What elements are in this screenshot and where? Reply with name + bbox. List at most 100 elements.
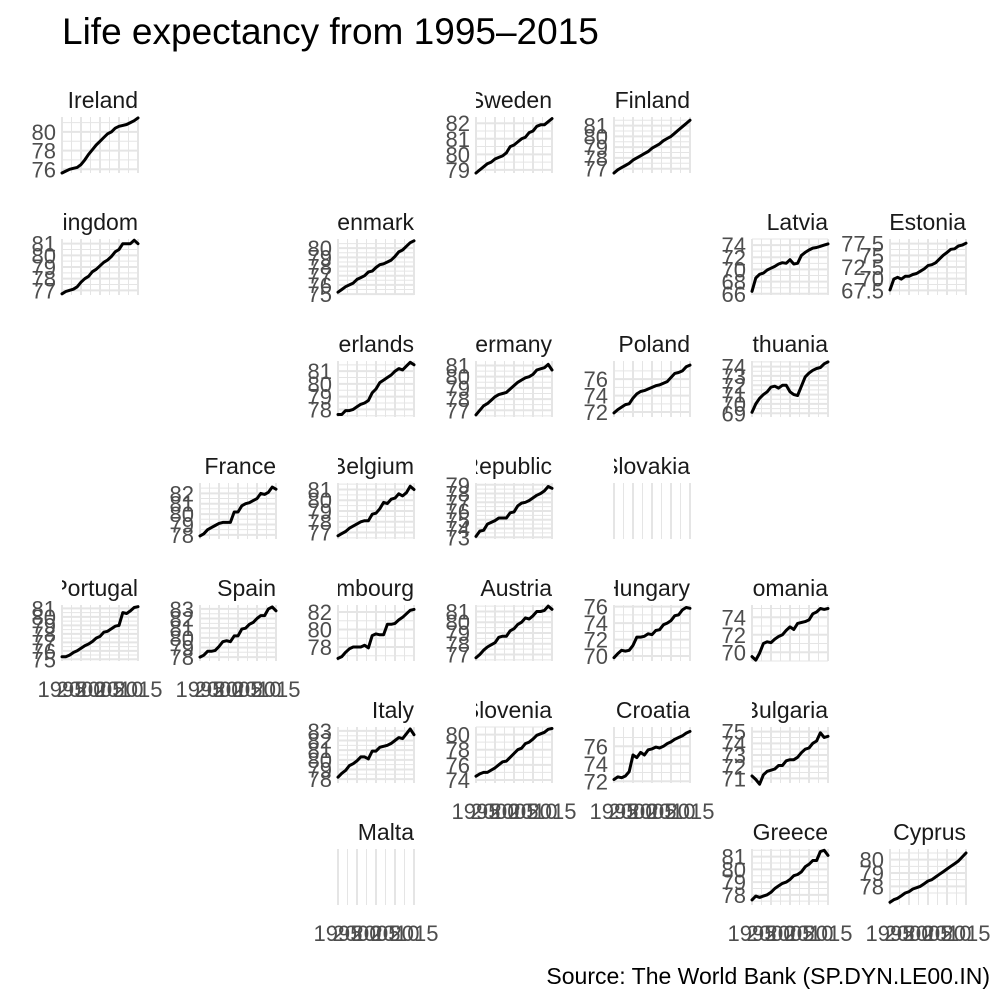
y-tick-label: 76	[308, 273, 332, 298]
series-line-czech-republic	[474, 485, 554, 538]
series-line-finland	[612, 118, 692, 175]
x-tick-label: 1995	[314, 921, 363, 946]
strip-label-lithuania: Lithuania	[735, 331, 829, 357]
y-tick-label: 74	[722, 605, 746, 630]
series-line-croatia	[612, 729, 692, 781]
y-tick-label: 78	[446, 387, 470, 412]
x-tick-label: 2000	[471, 799, 520, 824]
y-tick-label: 82	[170, 481, 194, 506]
y-tick-label: 82	[308, 600, 332, 625]
strip-label-finland: Finland	[615, 87, 690, 113]
x-tick-label: 2010	[371, 921, 420, 946]
y-tick-label: 72	[584, 769, 608, 794]
y-tick-label: 79	[308, 757, 332, 782]
y-tick-label: 80	[308, 618, 332, 643]
y-tick-label: 83	[308, 719, 332, 744]
y-tick-label: 76	[584, 595, 608, 620]
y-tick-label: 73	[722, 364, 746, 389]
strip-label-greece: Greece	[753, 819, 828, 845]
y-tick-label: 76	[32, 157, 56, 182]
y-tick-label: 77	[32, 630, 56, 655]
y-tick-label: 78	[32, 139, 56, 164]
y-tick-label: 79	[446, 621, 470, 646]
x-tick-label: 2015	[390, 921, 439, 946]
y-tick-label: 75	[446, 508, 470, 533]
y-tick-label: 72	[584, 628, 608, 653]
y-tick-label: 80	[308, 236, 332, 261]
series-line-netherlands	[336, 360, 416, 416]
y-tick-label: 78	[308, 510, 332, 535]
y-tick-label: 81	[446, 599, 470, 624]
y-tick-label: 78	[446, 482, 470, 507]
y-tick-label: 78	[860, 874, 884, 899]
x-tick-label: 2015	[666, 799, 715, 824]
y-tick-label: 72	[722, 755, 746, 780]
y-tick-label: 80	[170, 502, 194, 527]
y-tick-label: 78	[446, 738, 470, 763]
y-tick-label: 80	[860, 848, 884, 873]
y-tick-label: 80	[446, 610, 470, 635]
y-tick-label: 75	[860, 243, 884, 268]
y-tick-label: 70	[722, 640, 746, 665]
y-tick-label: 79	[170, 512, 194, 537]
series-line-cyprus	[888, 851, 968, 904]
y-tick-label: 70	[584, 644, 608, 669]
y-tick-label: 72.5	[841, 255, 884, 280]
y-tick-label: 81	[308, 738, 332, 763]
y-tick-label: 80	[722, 857, 746, 882]
series-line-ireland	[60, 116, 140, 175]
strip-label-netherlands: Netherlands	[290, 331, 414, 357]
y-tick-label: 76	[584, 367, 608, 392]
y-tick-label: 80	[32, 120, 56, 145]
y-tick-label: 78	[308, 767, 332, 792]
x-tick-label: 2000	[57, 677, 106, 702]
y-tick-label: 80	[446, 723, 470, 748]
x-tick-label: 2015	[804, 921, 853, 946]
y-tick-label: 75	[32, 647, 56, 672]
y-tick-label: 79	[308, 385, 332, 410]
series-line-belgium	[336, 484, 416, 538]
x-tick-label: 1995	[38, 677, 87, 702]
y-tick-label: 74	[722, 355, 746, 380]
y-tick-label: 81	[308, 477, 332, 502]
y-tick-label: 70	[860, 267, 884, 292]
x-tick-label: 2010	[509, 799, 558, 824]
x-tick-label: 2010	[785, 921, 834, 946]
y-tick-label: 81	[722, 845, 746, 870]
series-line-latvia	[750, 242, 830, 293]
series-line-united-kingdom	[60, 238, 140, 296]
y-tick-label: 72	[722, 373, 746, 398]
x-tick-label: 2005	[628, 799, 677, 824]
strip-label-italy: Italy	[372, 697, 415, 723]
y-tick-label: 80	[308, 372, 332, 397]
y-tick-label: 76	[446, 499, 470, 524]
x-tick-label: 2015	[252, 677, 301, 702]
series-line-italy	[336, 727, 416, 779]
y-tick-label: 81	[170, 616, 194, 641]
x-tick-label: 2005	[904, 921, 953, 946]
y-tick-label: 79	[170, 635, 194, 660]
series-line-greece	[750, 848, 830, 902]
x-tick-label: 2005	[214, 677, 263, 702]
y-tick-label: 74	[584, 611, 608, 636]
y-tick-label: 70	[722, 392, 746, 417]
y-tick-label: 72	[722, 623, 746, 648]
y-tick-label: 83	[170, 597, 194, 622]
y-tick-label: 80	[308, 488, 332, 513]
y-tick-label: 80	[32, 605, 56, 630]
x-tick-label: 2010	[95, 677, 144, 702]
x-tick-label: 2000	[609, 799, 658, 824]
strip-label-portugal: Portugal	[52, 575, 138, 601]
y-tick-label: 69	[722, 401, 746, 426]
y-tick-label: 81	[32, 596, 56, 621]
strip-label-bulgaria: Bulgaria	[744, 697, 829, 723]
